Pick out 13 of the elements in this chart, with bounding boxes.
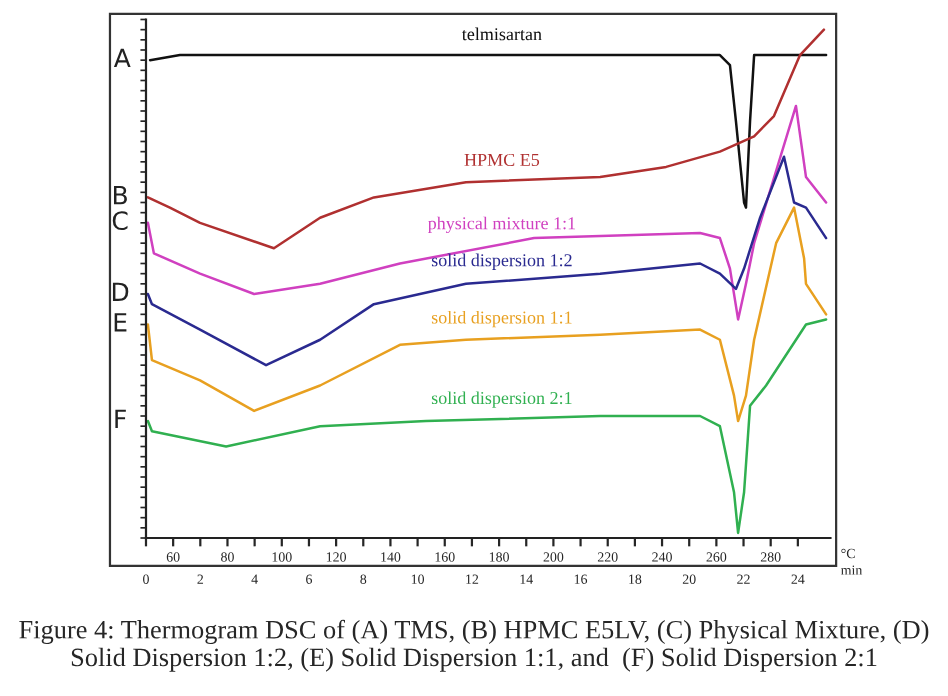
series-label: solid dispersion 1:2 <box>431 253 572 270</box>
series-label: solid dispersion 1:1 <box>431 310 572 328</box>
text: E <box>114 313 127 332</box>
text: B <box>113 186 127 205</box>
series-label: solid dispersion 2:1 <box>431 391 572 408</box>
series-label: telmisartan <box>461 27 542 41</box>
caption: Figure 4: Thermogram DSC of (A) TMS, (B) HPMC E5LV, (C) Physical Mixture, (D) Solid Dispersion 1:2, (E) Solid Dispersion 1:1, and (F) Solid Dispersion 2:1 <box>19 619 929 672</box>
text: A <box>113 48 131 68</box>
series-label: physical mixture 1:1 <box>427 216 576 234</box>
series-label: HPMC E5 <box>464 153 540 167</box>
text: F <box>115 409 126 428</box>
text: C <box>112 211 128 231</box>
text: D <box>112 282 129 301</box>
